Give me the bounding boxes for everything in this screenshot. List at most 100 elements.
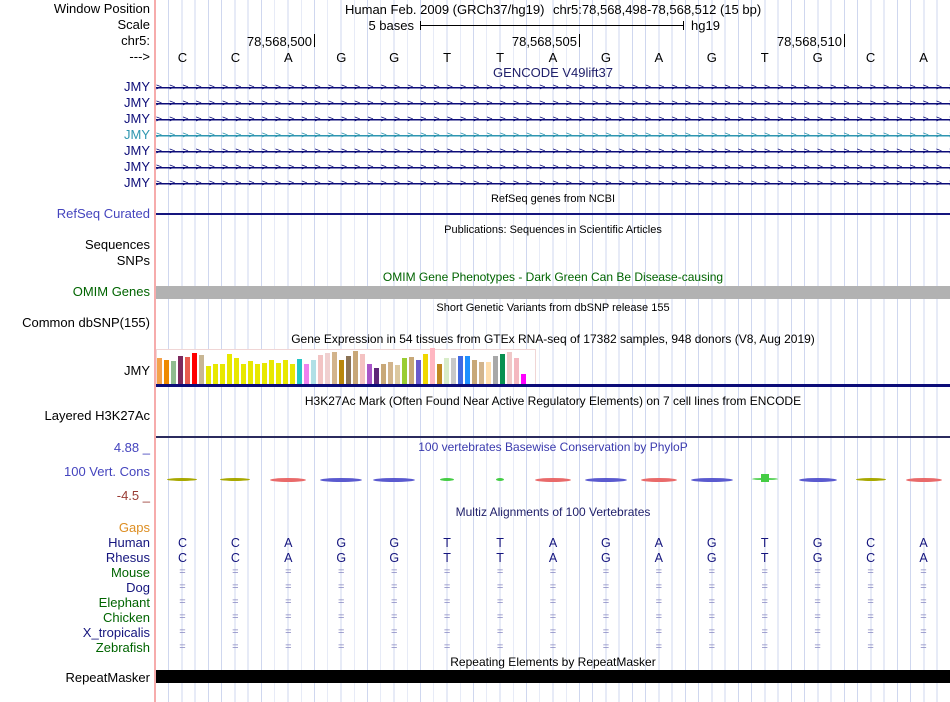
track-label-common-dbsnp-155[interactable]: Common dbSNP(155): [22, 315, 150, 330]
track-label-snps[interactable]: SNPs: [116, 253, 150, 268]
gtex-tissue-bar[interactable]: [339, 360, 344, 384]
gtex-tissue-bar[interactable]: [241, 364, 246, 384]
track-label-jmy[interactable]: JMY: [124, 127, 150, 142]
multiz-gap-zebrafish: =: [867, 641, 874, 653]
chrom-position-label: 78,568,505: [511, 34, 577, 49]
gtex-tissue-bar[interactable]: [395, 365, 400, 384]
repeatmasker-bar[interactable]: [156, 670, 950, 683]
gtex-tissue-bar[interactable]: [444, 358, 449, 384]
gtex-tissue-bar[interactable]: [486, 362, 491, 384]
gtex-tissue-bar[interactable]: [290, 364, 295, 384]
track-label-x-tropicalis[interactable]: X_tropicalis: [82, 625, 150, 640]
h3k27ac-track-line[interactable]: [156, 436, 950, 438]
gtex-tissue-bar[interactable]: [514, 358, 519, 384]
gtex-tissue-bar[interactable]: [234, 358, 239, 384]
gtex-tissue-bar[interactable]: [346, 356, 351, 384]
gtex-tissue-bar[interactable]: [402, 358, 407, 384]
track-label-refseq-curated[interactable]: RefSeq Curated: [56, 206, 150, 221]
gtex-tissue-bar[interactable]: [304, 364, 309, 384]
gtex-tissue-bar[interactable]: [388, 362, 393, 384]
track-label-rhesus[interactable]: Rhesus: [105, 550, 150, 565]
track-label-repeatmasker[interactable]: RepeatMasker: [65, 670, 150, 685]
refseq-curated-track-line[interactable]: [156, 213, 950, 215]
gtex-tissue-bar[interactable]: [465, 356, 470, 384]
gtex-tissue-bar[interactable]: [374, 368, 379, 384]
gene-row-jmy-4[interactable]: >>>>>>>>>>>>>>>>>>>>>>>>>>>>>>>>>>>>>>>>…: [156, 129, 950, 142]
gtex-tissue-bar[interactable]: [479, 362, 484, 384]
track-label-gaps[interactable]: Gaps: [118, 520, 150, 535]
gtex-tissue-bar[interactable]: [437, 364, 442, 384]
gene-row-jmy-2[interactable]: >>>>>>>>>>>>>>>>>>>>>>>>>>>>>>>>>>>>>>>>…: [156, 97, 950, 110]
gtex-tissue-bar[interactable]: [430, 348, 435, 384]
phylop-segment: [905, 478, 942, 482]
gtex-tissue-bar[interactable]: [325, 353, 330, 384]
gene-row-jmy-7[interactable]: >>>>>>>>>>>>>>>>>>>>>>>>>>>>>>>>>>>>>>>>…: [156, 177, 950, 190]
phylop-segment: [220, 478, 251, 481]
gtex-tissue-bar[interactable]: [367, 364, 372, 384]
gtex-tissue-bar[interactable]: [521, 374, 526, 384]
gtex-tissue-bar[interactable]: [199, 355, 204, 384]
gtex-tissue-bar[interactable]: [171, 361, 176, 384]
gtex-tissue-bar[interactable]: [192, 353, 197, 384]
gtex-tissue-bar[interactable]: [248, 361, 253, 384]
track-label-jmy[interactable]: JMY: [124, 143, 150, 158]
track-label-jmy[interactable]: JMY: [124, 79, 150, 94]
track-label-jmy[interactable]: JMY: [124, 95, 150, 110]
omim-genes-bar[interactable]: [156, 286, 950, 299]
gtex-tissue-bar[interactable]: [283, 360, 288, 384]
track-label-human[interactable]: Human: [108, 535, 150, 550]
gtex-tissue-bar[interactable]: [185, 357, 190, 384]
track-label-elephant[interactable]: Elephant: [98, 595, 150, 610]
track-label-omim-genes[interactable]: OMIM Genes: [72, 284, 150, 299]
multiz-gap-x-tropicalis: =: [602, 626, 610, 638]
gtex-tissue-bar[interactable]: [423, 354, 428, 384]
gtex-tissue-bar[interactable]: [269, 360, 274, 384]
gtex-tissue-bar[interactable]: [318, 355, 323, 384]
gtex-tissue-bar[interactable]: [416, 360, 421, 384]
multiz-base-human: A: [284, 536, 293, 550]
track-label-zebrafish[interactable]: Zebrafish: [95, 640, 150, 655]
track-label-layered-h3k27ac[interactable]: Layered H3K27Ac: [44, 408, 150, 423]
gtex-tissue-bar[interactable]: [332, 352, 337, 384]
gtex-tissue-bar[interactable]: [178, 356, 183, 384]
track-label-sequences[interactable]: Sequences: [84, 237, 150, 252]
gtex-tissue-bar[interactable]: [353, 351, 358, 384]
gtex-tissue-bar[interactable]: [409, 357, 414, 384]
track-label-dog[interactable]: Dog: [126, 580, 150, 595]
gtex-tissue-bar[interactable]: [472, 360, 477, 384]
gtex-tissue-bar[interactable]: [164, 360, 169, 384]
track-label-mouse[interactable]: Mouse: [110, 565, 150, 580]
gtex-tissue-bar[interactable]: [500, 354, 505, 384]
multiz-gap-dog: =: [761, 581, 768, 593]
track-label-jmy[interactable]: JMY: [124, 175, 150, 190]
track-label-jmy[interactable]: JMY: [124, 363, 150, 378]
gtex-bar-panel[interactable]: [156, 348, 536, 385]
track-label-100-vert-cons[interactable]: 100 Vert. Cons: [64, 464, 150, 479]
gtex-tissue-bar[interactable]: [220, 364, 225, 384]
gtex-tissue-bar[interactable]: [227, 354, 232, 384]
multiz-base-rhesus: G: [601, 551, 611, 565]
gtex-tissue-bar[interactable]: [458, 356, 463, 384]
gtex-tissue-bar[interactable]: [451, 358, 456, 384]
gtex-tissue-bar[interactable]: [507, 352, 512, 384]
gtex-tissue-bar[interactable]: [297, 359, 302, 384]
multiz-base-rhesus: A: [654, 551, 664, 565]
gtex-tissue-bar[interactable]: [213, 364, 218, 384]
gtex-tissue-bar[interactable]: [360, 354, 365, 384]
gtex-tissue-bar[interactable]: [493, 356, 498, 384]
gtex-tissue-bar[interactable]: [276, 363, 281, 384]
track-label-jmy[interactable]: JMY: [124, 159, 150, 174]
track-label-chicken[interactable]: Chicken: [103, 610, 150, 625]
gene-row-jmy-6[interactable]: >>>>>>>>>>>>>>>>>>>>>>>>>>>>>>>>>>>>>>>>…: [156, 161, 950, 174]
multiz-gap-elephant: =: [761, 596, 768, 608]
gtex-tissue-bar[interactable]: [262, 363, 267, 384]
gtex-tissue-bar[interactable]: [206, 366, 211, 384]
gtex-tissue-bar[interactable]: [381, 364, 386, 384]
track-label-jmy[interactable]: JMY: [124, 111, 150, 126]
gene-row-jmy-1[interactable]: >>>>>>>>>>>>>>>>>>>>>>>>>>>>>>>>>>>>>>>>…: [156, 81, 950, 94]
gtex-tissue-bar[interactable]: [311, 360, 316, 384]
gene-row-jmy-3[interactable]: >>>>>>>>>>>>>>>>>>>>>>>>>>>>>>>>>>>>>>>>…: [156, 113, 950, 126]
gene-row-jmy-5[interactable]: >>>>>>>>>>>>>>>>>>>>>>>>>>>>>>>>>>>>>>>>…: [156, 145, 950, 158]
gtex-tissue-bar[interactable]: [255, 364, 260, 384]
gtex-tissue-bar[interactable]: [157, 358, 162, 384]
